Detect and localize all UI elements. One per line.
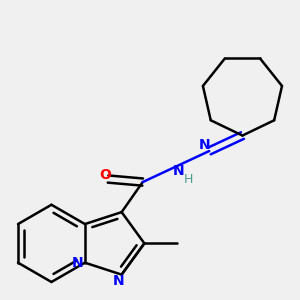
Text: O: O <box>99 167 111 182</box>
Text: N: N <box>173 164 185 178</box>
Text: H: H <box>184 173 193 186</box>
Text: N: N <box>72 256 83 270</box>
Text: N: N <box>113 274 124 288</box>
Text: N: N <box>199 138 211 152</box>
